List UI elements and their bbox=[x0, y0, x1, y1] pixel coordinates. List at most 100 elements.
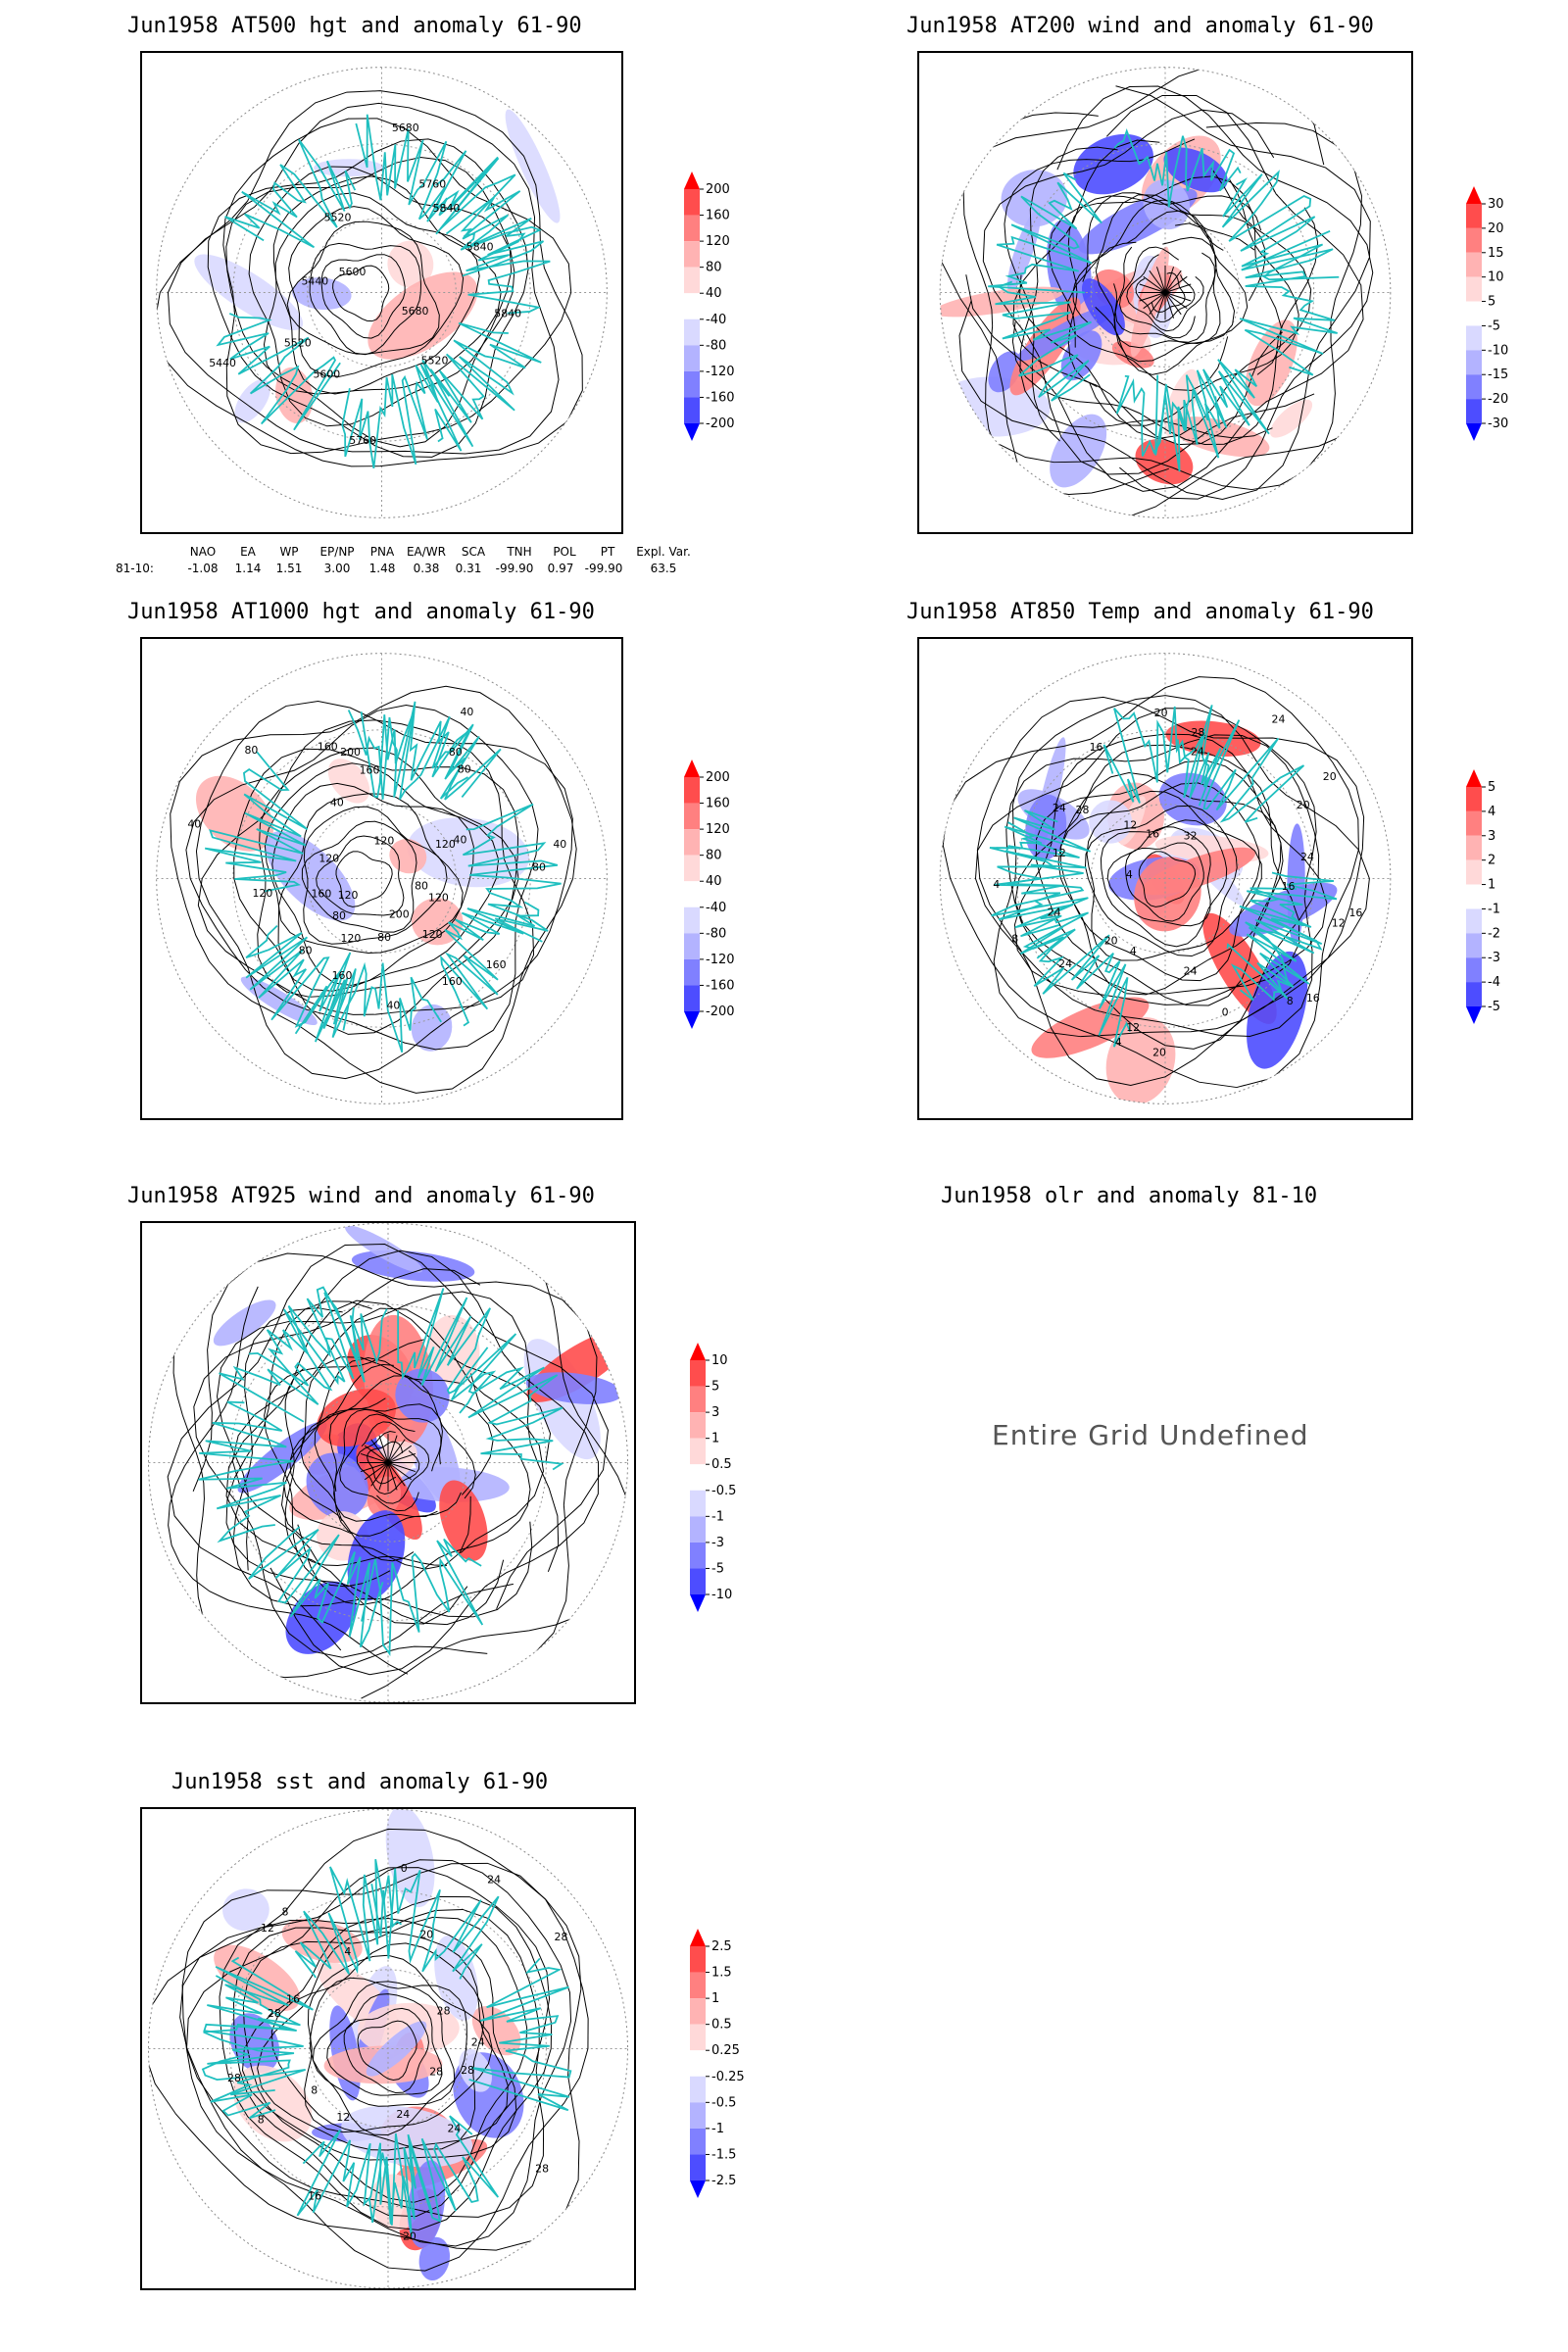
anomaly-shade bbox=[275, 367, 314, 424]
coastline bbox=[1115, 374, 1221, 459]
colorbar-segment bbox=[684, 318, 700, 346]
streamline bbox=[367, 1441, 404, 1485]
map-boundary bbox=[148, 1223, 628, 1702]
contour-label: 160 bbox=[332, 969, 353, 982]
index-header: POL bbox=[553, 544, 576, 559]
contour-label: 5760 bbox=[349, 434, 376, 447]
colorbar-tick-label: 120 bbox=[706, 822, 730, 837]
contour-label: 16 bbox=[1348, 906, 1362, 919]
index-value: -1.08 bbox=[187, 561, 219, 575]
colorbar-bottom-arrow bbox=[1466, 423, 1482, 441]
coastline bbox=[294, 952, 442, 1054]
streamline bbox=[958, 85, 1371, 500]
anomaly-shade bbox=[459, 2048, 493, 2092]
streamline bbox=[370, 1462, 389, 1487]
coastline bbox=[248, 1526, 384, 1648]
colorbar-segment bbox=[690, 2076, 706, 2103]
colorbar-top-arrow bbox=[684, 172, 700, 189]
colorbar-tick-label: -5 bbox=[1488, 1000, 1500, 1014]
contour-label: 80 bbox=[299, 944, 313, 956]
contour-line bbox=[270, 1942, 485, 2150]
coastline bbox=[341, 360, 451, 468]
index-header: SCA bbox=[461, 544, 486, 559]
coastline bbox=[204, 751, 309, 893]
contour-label: 24 bbox=[487, 1873, 501, 1886]
contour-label: 5840 bbox=[466, 240, 494, 253]
streamline bbox=[1019, 146, 1273, 439]
colorbar-at925: 10 5 3 1 0.5 -0.5 -1 -3 -5 -10 bbox=[684, 1343, 768, 1612]
contour-line bbox=[1138, 851, 1197, 907]
colorbar-tick-label: 1 bbox=[711, 1432, 719, 1446]
colorbar-sst: 2.5 1.5 1 0.5 0.25 -0.25 -0.5 -1 -1.5 -2.5 bbox=[684, 1929, 768, 2198]
contour-line bbox=[320, 254, 406, 339]
index-header: PT bbox=[600, 544, 615, 559]
contour-line bbox=[312, 1981, 456, 2107]
colorbar-tick-label: -10 bbox=[1488, 343, 1508, 358]
anomaly-shade bbox=[382, 2049, 424, 2080]
contour-label: 0 bbox=[401, 1862, 408, 1875]
contour-line bbox=[301, 820, 417, 933]
colorbar-tick-label: -80 bbox=[706, 338, 726, 353]
index-header: EA bbox=[240, 544, 256, 559]
colorbar-tick-label: 160 bbox=[706, 797, 730, 811]
map-at925 bbox=[140, 1221, 636, 1704]
colorbar-tick-label: -1.5 bbox=[711, 2147, 736, 2162]
map-at850: 16 12 16 8 0 24 20 12 4 4 20 24 24 8 4 4 12 28 24 16 12 16 20 2… bbox=[917, 637, 1413, 1120]
index-value: -99.90 bbox=[584, 561, 623, 575]
colorbar-tick-label: -2 bbox=[1488, 926, 1500, 941]
coastline bbox=[370, 1868, 500, 1980]
contour-line bbox=[271, 782, 474, 987]
contour-label: 5600 bbox=[339, 266, 367, 278]
colorbar-tick-label: 5 bbox=[1488, 780, 1495, 795]
colorbar-segment bbox=[1466, 204, 1482, 228]
streamline bbox=[378, 1462, 389, 1491]
contour-label: 8 bbox=[258, 2114, 265, 2127]
coastline bbox=[1019, 926, 1131, 1048]
coastline bbox=[219, 1292, 360, 1423]
streamline bbox=[387, 1462, 406, 1487]
streamline bbox=[1139, 283, 1166, 293]
colorbar-tick-label: -80 bbox=[706, 926, 726, 941]
contour-line bbox=[167, 102, 560, 455]
colorbar-tick-label: -120 bbox=[706, 365, 735, 379]
contour-label: 16 bbox=[286, 1992, 300, 2005]
index-header-row: NAO EA WP EP/NP PNA EA/WR SCA TNH POL PT… bbox=[116, 543, 698, 560]
contour-line bbox=[357, 2020, 417, 2082]
colorbar-top-arrow bbox=[684, 760, 700, 777]
contour-label: 4 bbox=[1115, 1036, 1122, 1049]
contour-label: 12 bbox=[336, 2111, 350, 2124]
anomaly-shade bbox=[347, 1510, 406, 1601]
colorbar-at500: 200 160 120 80 40 -40 -80 -120 -160 -200 bbox=[678, 172, 762, 441]
contour-line bbox=[332, 265, 390, 322]
contour-label: 8 bbox=[311, 2083, 318, 2096]
anomaly-shade bbox=[317, 1389, 396, 1447]
contour-label: 80 bbox=[532, 860, 546, 873]
panel-title-at925: Jun1958 AT925 wind and anomaly 61-90 bbox=[127, 1184, 595, 1208]
coastline bbox=[245, 924, 357, 1043]
colorbar-segment bbox=[1466, 787, 1482, 811]
contour-line bbox=[219, 1895, 553, 2230]
streamline bbox=[1149, 292, 1166, 316]
panel-title-at500: Jun1958 AT500 hgt and anomaly 61-90 bbox=[127, 14, 582, 38]
contour-line bbox=[310, 1977, 467, 2135]
streamline bbox=[1164, 275, 1188, 293]
colorbar-segment bbox=[684, 777, 700, 804]
colorbar-tick-label: -1 bbox=[711, 1509, 724, 1524]
latitude-circle bbox=[307, 804, 457, 954]
colorbar-segment bbox=[690, 1490, 706, 1517]
colorbar-tick-label: 0.5 bbox=[711, 2018, 732, 2033]
teleconnection-index-table: NAO EA WP EP/NP PNA EA/WR SCA TNH POL PT… bbox=[116, 543, 698, 576]
contour-label: 160 bbox=[318, 740, 338, 753]
contour-label: 12 bbox=[261, 1922, 274, 1935]
coastline bbox=[1239, 229, 1338, 376]
map-boundary bbox=[939, 653, 1392, 1104]
streamline bbox=[364, 1462, 389, 1481]
coastline bbox=[989, 809, 1091, 938]
colorbar-tick-label: 3 bbox=[711, 1405, 719, 1420]
colorbar-tick-label: -20 bbox=[1488, 392, 1508, 407]
colorbar-tick-label: 5 bbox=[1488, 295, 1495, 310]
streamline bbox=[370, 1439, 389, 1463]
coastline bbox=[995, 280, 1092, 402]
contour-label: 5840 bbox=[494, 307, 521, 319]
colorbar-top-arrow bbox=[690, 1929, 706, 1946]
